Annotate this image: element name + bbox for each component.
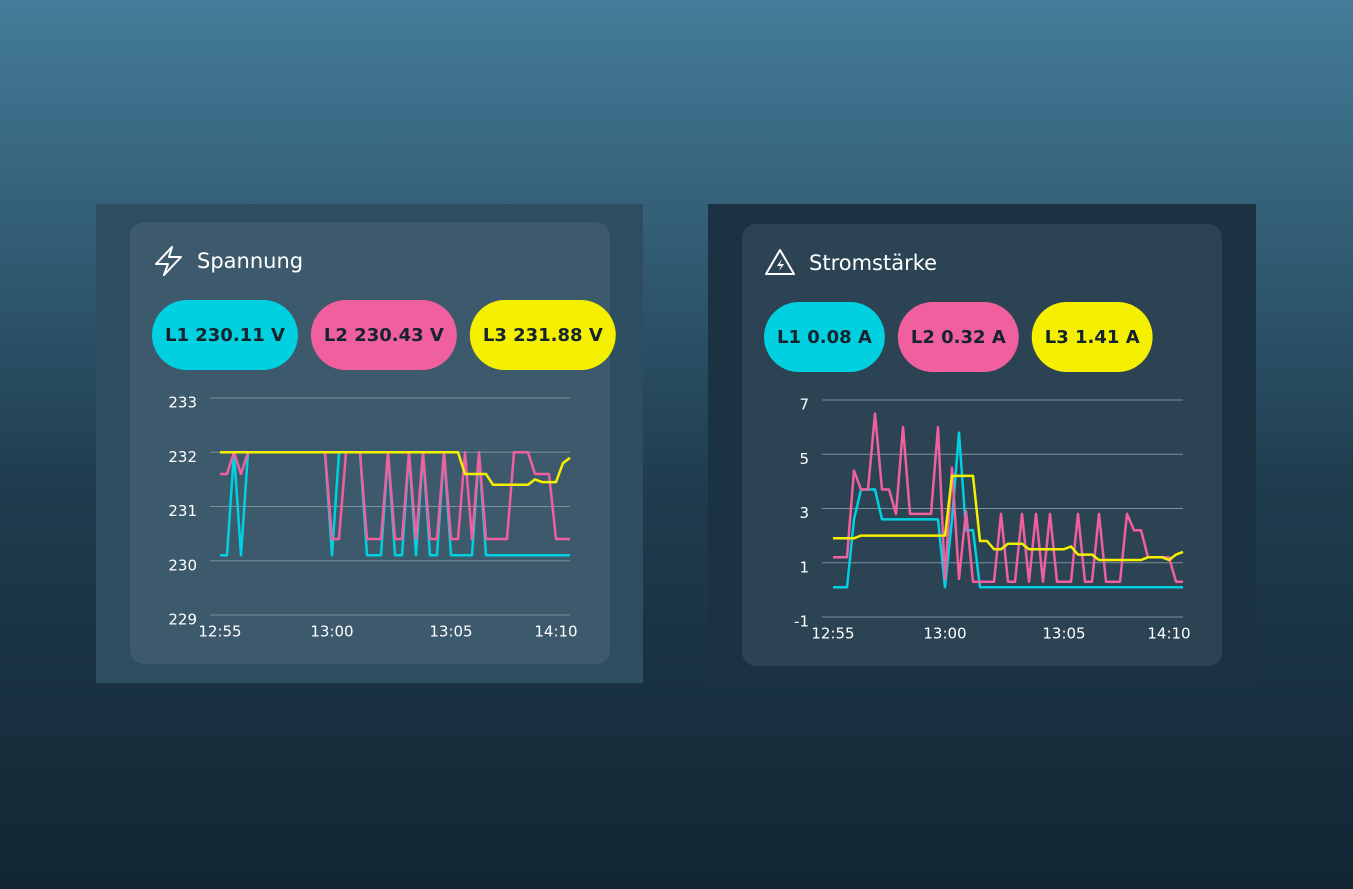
card [130,222,610,664]
badge-label: L1 230.11 V [165,325,285,346]
y-tick-label: 1 [799,558,809,576]
series-line [833,412,1183,583]
y-tick-label: 5 [799,450,809,468]
badge-label: L3 1.41 A [1045,327,1140,348]
badge-label: L2 0.32 A [911,327,1006,348]
y-tick-label: 229 [168,611,197,629]
value-badge [310,300,457,370]
x-tick-label: 13:00 [310,623,353,641]
x-tick-label: 12:55 [811,625,854,643]
card [742,224,1222,666]
current-icon [765,249,795,275]
value-badge [764,302,885,372]
x-tick-label: 13:05 [429,623,472,641]
value-badge [897,302,1019,372]
series-line [220,451,571,487]
x-tick-label: 13:05 [1042,625,1085,643]
voltage-icon [155,246,182,276]
y-tick-label: 7 [799,396,809,414]
y-tick-label: 3 [799,504,809,522]
badge-label: L1 0.08 A [777,327,872,348]
x-tick-label: 14:10 [1147,625,1190,643]
badge-label: L3 231.88 V [483,325,603,346]
y-tick-label: 232 [168,448,197,466]
y-tick-label: 233 [168,394,197,412]
value-badge [469,300,616,370]
series-line [833,474,1184,562]
card-title: Stromstärke [809,251,937,275]
x-tick-label: 13:00 [923,625,966,643]
badge-label: L2 230.43 V [324,325,444,346]
card-title: Spannung [197,249,303,273]
value-badge [152,300,298,370]
y-tick-label: -1 [794,613,809,631]
x-tick-label: 12:55 [198,623,241,641]
y-tick-label: 230 [168,556,197,574]
x-tick-label: 14:10 [534,623,577,641]
y-tick-label: 231 [168,502,197,520]
value-badge [1031,302,1153,372]
series-line [833,431,1183,589]
